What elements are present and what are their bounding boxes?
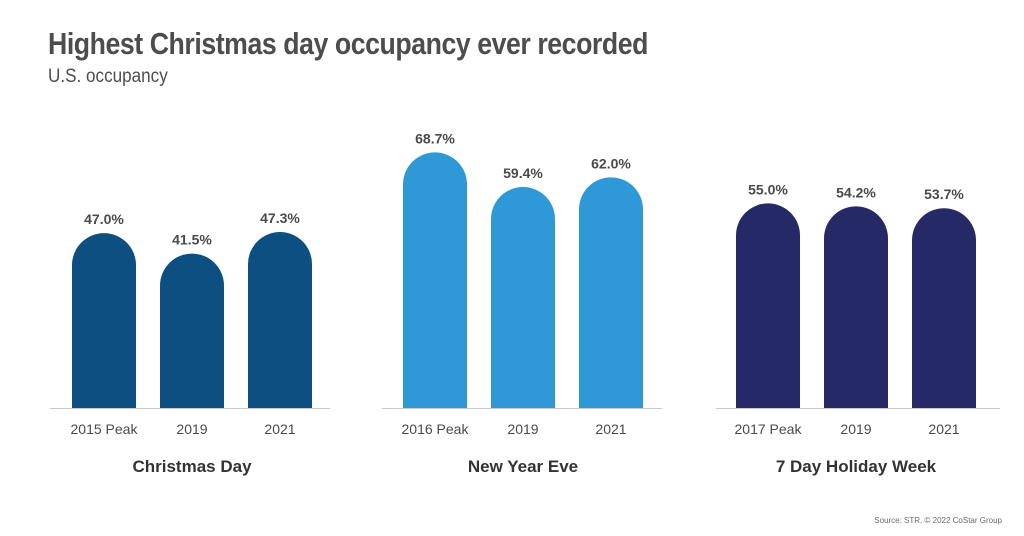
data-label: 54.2% [836, 184, 876, 200]
group-label: New Year Eve [468, 457, 578, 476]
x-tick-label: 2021 [264, 421, 295, 437]
chart-title: Highest Christmas day occupancy ever rec… [48, 26, 648, 61]
bar [403, 152, 467, 408]
bar [912, 208, 976, 408]
data-label: 47.0% [84, 211, 124, 227]
group-label: Christmas Day [132, 457, 252, 476]
data-label: 55.0% [748, 181, 788, 197]
source-note: Source: STR. © 2022 CoStar Group [874, 516, 1002, 525]
chart-subtitle: U.S. occupancy [48, 66, 168, 87]
x-tick-label: 2019 [176, 421, 207, 437]
x-tick-label: 2015 Peak [71, 421, 139, 437]
bar [824, 206, 888, 408]
bar [248, 232, 312, 408]
data-label: 68.7% [415, 130, 455, 146]
x-tick-label: 2017 Peak [735, 421, 803, 437]
bar [72, 233, 136, 408]
data-label: 53.7% [924, 186, 964, 202]
x-tick-label: 2016 Peak [402, 421, 470, 437]
data-label: 41.5% [172, 232, 212, 248]
bar [491, 187, 555, 408]
x-tick-label: 2021 [928, 421, 959, 437]
x-tick-label: 2019 [507, 421, 538, 437]
x-tick-label: 2021 [595, 421, 626, 437]
data-label: 59.4% [503, 165, 543, 181]
bar [160, 253, 224, 408]
x-tick-label: 2019 [840, 421, 871, 437]
bar [736, 203, 800, 408]
group-label: 7 Day Holiday Week [776, 457, 937, 476]
data-label: 62.0% [591, 155, 631, 171]
bar [579, 177, 643, 408]
data-label: 47.3% [260, 210, 300, 226]
